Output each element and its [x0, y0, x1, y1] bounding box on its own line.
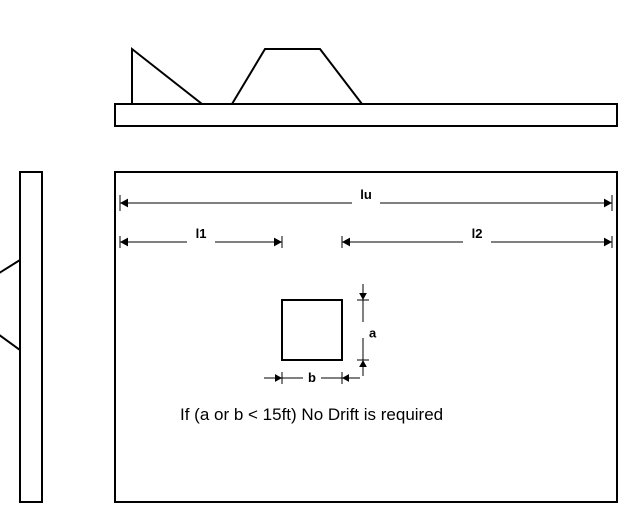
elevation-parapet-1 — [132, 49, 202, 104]
note-text: If (a or b < 15ft) No Drift is required — [180, 405, 443, 424]
plan-view: lu l1 l2 a b If (a or b < 15ft) No Drift… — [115, 172, 617, 502]
dimension-a — [357, 284, 369, 376]
side-elevation-parapet — [0, 260, 20, 350]
dimension-a-label: a — [369, 325, 377, 340]
elevation-view — [115, 49, 617, 126]
side-elevation-base — [20, 172, 42, 502]
dimension-lu-label: lu — [360, 187, 372, 202]
dimension-l1-label: l1 — [196, 226, 207, 241]
plan-roof-outline — [115, 172, 617, 502]
dimension-b-label: b — [308, 370, 316, 385]
plan-rtu-box — [282, 300, 342, 360]
side-elevation-view — [0, 172, 42, 502]
elevation-parapet-2 — [232, 49, 362, 104]
elevation-base — [115, 104, 617, 126]
dimension-l2-label: l2 — [472, 226, 483, 241]
